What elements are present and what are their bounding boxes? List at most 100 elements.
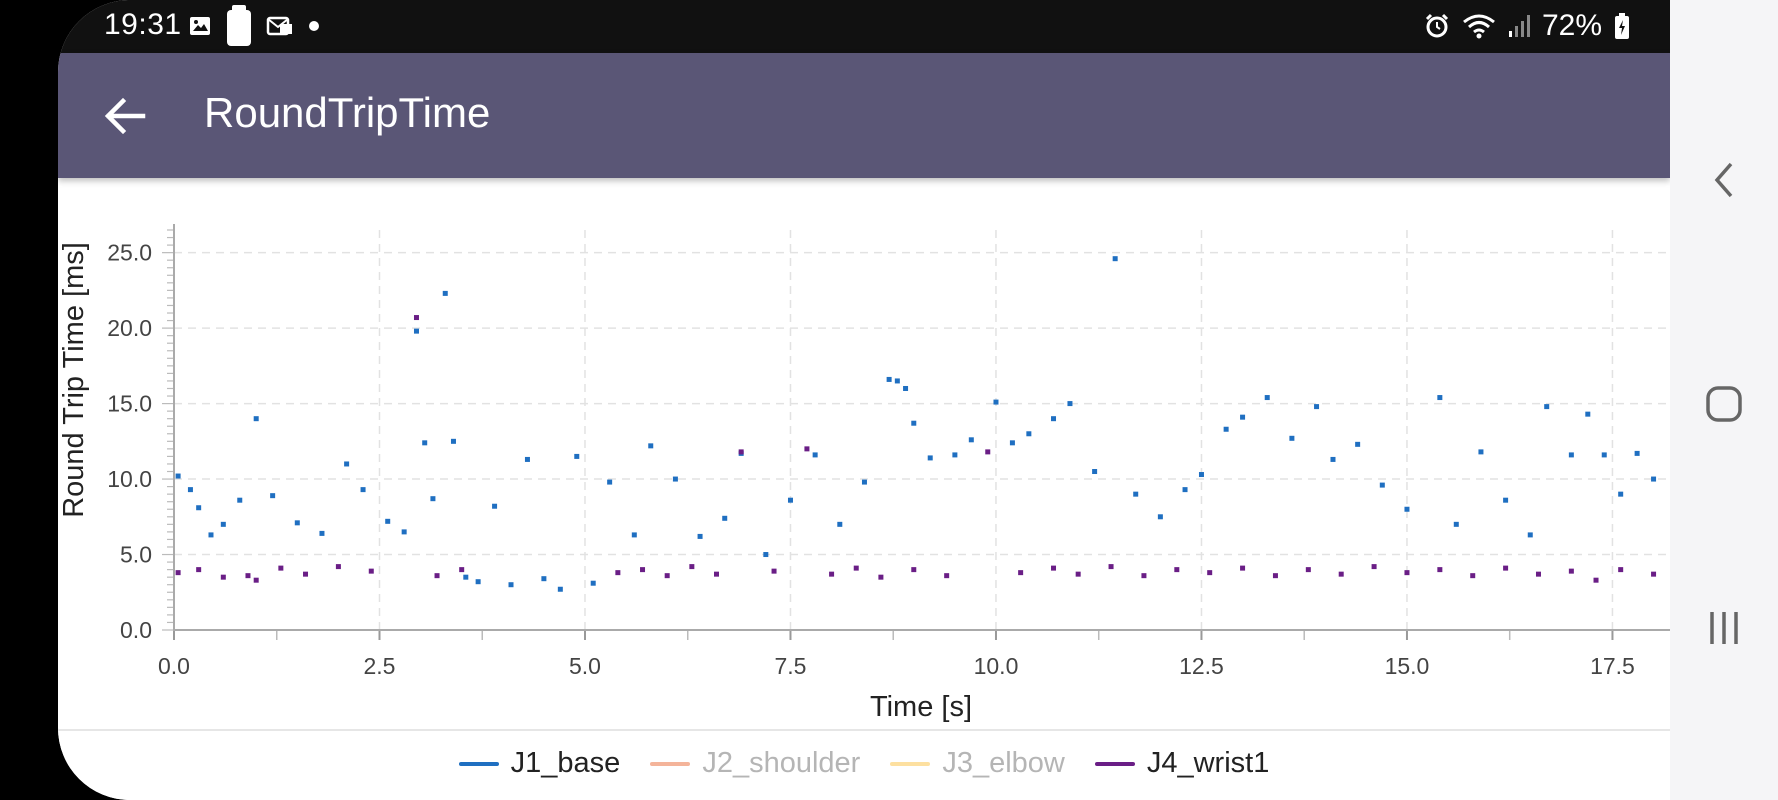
- legend-swatch: [458, 761, 499, 766]
- data-point: [413, 315, 419, 321]
- data-point: [648, 443, 654, 449]
- data-point: [631, 532, 637, 538]
- data-point: [1026, 431, 1032, 437]
- data-point: [450, 438, 456, 444]
- data-point: [944, 573, 950, 579]
- data-point: [1092, 469, 1098, 475]
- image-icon: [190, 17, 210, 35]
- data-point: [664, 573, 670, 579]
- data-point: [413, 328, 419, 334]
- y-axis-label: Round Trip Time [ms]: [58, 242, 90, 518]
- data-point: [196, 567, 202, 573]
- data-point: [1470, 573, 1476, 579]
- data-point: [557, 586, 563, 592]
- x-axis-label: Time [s]: [870, 691, 972, 723]
- data-point: [492, 503, 498, 509]
- data-point: [1544, 404, 1550, 410]
- data-point: [722, 515, 728, 521]
- x-tick-label: 10.0: [974, 653, 1019, 679]
- x-tick-label: 5.0: [569, 653, 601, 679]
- data-point: [829, 571, 835, 577]
- data-point: [952, 452, 958, 458]
- data-point: [245, 573, 251, 579]
- data-point: [787, 497, 793, 503]
- data-point: [1264, 395, 1270, 401]
- data-point: [689, 564, 695, 570]
- arrow-left-icon: [104, 97, 146, 135]
- nav-back-button[interactable]: [1692, 148, 1756, 212]
- data-point: [541, 576, 547, 582]
- data-point: [459, 567, 465, 573]
- data-point: [1568, 452, 1574, 458]
- data-point: [1198, 472, 1204, 478]
- data-point: [1314, 404, 1320, 410]
- data-point: [968, 437, 974, 443]
- x-tick-label: 0.0: [158, 653, 190, 679]
- navigation-bar: [1670, 0, 1778, 800]
- data-point: [607, 479, 613, 485]
- data-point: [1075, 571, 1081, 577]
- data-point: [1112, 256, 1118, 262]
- chart-area: 0.0 2.5 5.0 7.5 10.0 12.5 15.0 17.5 0.0 5.0 10.0 1…: [58, 178, 1670, 728]
- data-point: [911, 420, 917, 426]
- x-tick-labels: 0.0 2.5 5.0 7.5 10.0 12.5 15.0 17.5: [158, 653, 1635, 679]
- data-point: [837, 521, 843, 527]
- data-point: [911, 567, 917, 573]
- data-point: [430, 496, 436, 502]
- legend-item-j3-elbow[interactable]: J3_elbow: [890, 747, 1065, 780]
- data-point: [738, 449, 744, 455]
- data-point: [1535, 571, 1541, 577]
- data-point: [1108, 564, 1114, 570]
- app-bar: RoundTripTime: [58, 53, 1670, 178]
- data-point: [697, 533, 703, 539]
- data-point: [253, 416, 259, 422]
- status-bar: 19:31: [58, 0, 1670, 53]
- data-point: [903, 385, 909, 391]
- data-point: [1379, 482, 1385, 488]
- legend-swatch: [1094, 761, 1135, 766]
- legend-item-j1-base[interactable]: J1_base: [458, 747, 620, 780]
- chevron-left-icon: [1714, 162, 1733, 198]
- data-point: [861, 479, 867, 485]
- data-point: [1018, 570, 1024, 576]
- data-point: [878, 574, 884, 580]
- data-point: [1157, 514, 1163, 520]
- data-point: [253, 577, 259, 583]
- data-point: [804, 446, 810, 452]
- alarm-icon: [1425, 13, 1449, 38]
- legend-label: J4_wrist1: [1146, 747, 1270, 779]
- data-point: [175, 473, 181, 479]
- data-point: [1133, 491, 1139, 497]
- y-tick-label: 0.0: [120, 617, 152, 643]
- back-button[interactable]: [90, 81, 160, 151]
- data-point: [1272, 573, 1278, 579]
- data-point: [1240, 565, 1246, 571]
- status-icons-right: 72%: [1424, 8, 1630, 44]
- data-point: [1223, 426, 1229, 432]
- data-point: [615, 570, 621, 576]
- data-point: [1437, 567, 1443, 573]
- legend-item-j2-shoulder[interactable]: J2_shoulder: [650, 747, 860, 780]
- nav-recents-button[interactable]: [1692, 596, 1756, 660]
- data-point: [1371, 564, 1377, 570]
- x-tick-label: 2.5: [364, 653, 396, 679]
- data-point: [1174, 567, 1180, 573]
- wifi-icon: [1463, 14, 1495, 39]
- legend-label: J2_shoulder: [702, 747, 861, 779]
- y-tick-labels: 0.0 5.0 10.0 15.0 20.0 25.0: [107, 240, 152, 643]
- data-point: [1009, 440, 1015, 446]
- page-title: RoundTripTime: [204, 89, 491, 136]
- data-point: [1453, 521, 1459, 527]
- legend: J1_base J2_shoulder J3_elbow J4_wrist1: [58, 729, 1670, 800]
- series-points: [175, 256, 1657, 592]
- signal-icon: [1508, 15, 1530, 37]
- battery-percent: 72%: [1541, 9, 1602, 42]
- nav-home-button[interactable]: [1692, 372, 1756, 436]
- legend-item-j4-wrist1[interactable]: J4_wrist1: [1094, 747, 1270, 780]
- x-tick-label: 15.0: [1385, 653, 1430, 679]
- data-point: [237, 497, 243, 503]
- data-point: [1404, 506, 1410, 512]
- data-point: [1478, 449, 1484, 455]
- data-point: [1527, 532, 1533, 538]
- data-point: [208, 532, 214, 538]
